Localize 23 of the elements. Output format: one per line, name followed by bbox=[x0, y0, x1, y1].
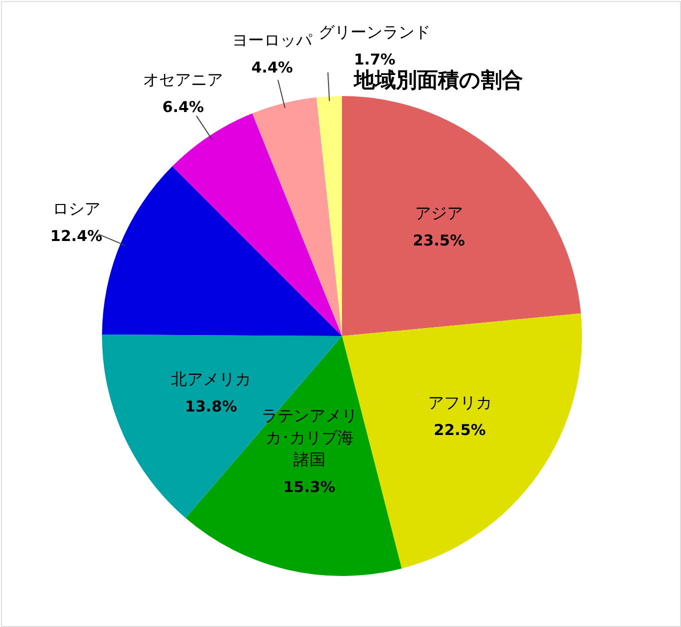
slice-label: グリーンランド bbox=[318, 22, 431, 42]
data-label: 12.4% bbox=[50, 226, 102, 245]
slice-label: ロシア bbox=[52, 198, 100, 218]
text: 地域別面積の割合 bbox=[353, 68, 523, 92]
slice-label: ヨーロッパ bbox=[232, 30, 314, 50]
slice-label: ラテンアメリカ･カリブ海諸国 bbox=[261, 406, 358, 470]
pie-slice bbox=[252, 97, 342, 336]
data-label: 15.3% bbox=[283, 478, 336, 496]
slice-label: アフリカ bbox=[428, 392, 492, 412]
data-label: 1.7% bbox=[354, 50, 396, 68]
slice-label: オセアニア bbox=[143, 70, 224, 89]
pie-slice bbox=[186, 336, 402, 576]
slice-label: 北アメリカ bbox=[170, 370, 251, 389]
data-label: 22.5% bbox=[434, 420, 486, 439]
data-label: 13.8% bbox=[184, 398, 237, 416]
data-label: 6.4% bbox=[162, 98, 204, 116]
data-label: 23.5% bbox=[412, 231, 465, 250]
data-label: 4.4% bbox=[251, 58, 293, 77]
pie-slice bbox=[172, 113, 342, 336]
pie-slice bbox=[102, 166, 342, 336]
pie-slice bbox=[342, 96, 581, 336]
slice-label: アジア bbox=[414, 203, 463, 222]
pie-slice bbox=[316, 96, 342, 336]
